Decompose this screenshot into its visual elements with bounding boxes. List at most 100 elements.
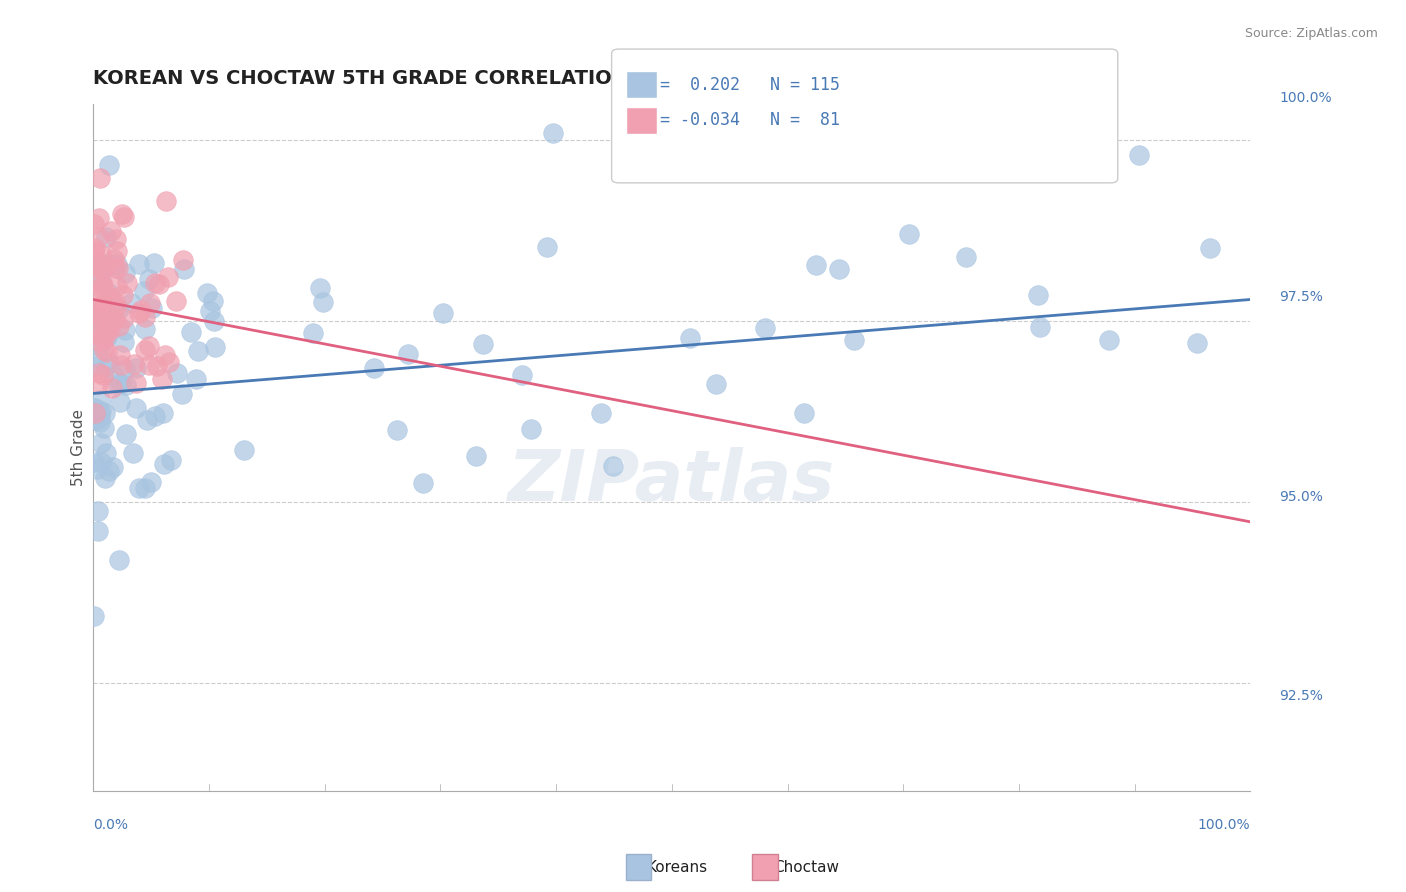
Point (512, 368, 534, 382)
Point (83, 609, 105, 624)
Text: R =  0.202   N = 115: R = 0.202 N = 115 (640, 76, 839, 94)
Point (86, 257, 108, 271)
Point (98, 323, 121, 337)
Text: Choctaw: Choctaw (773, 860, 839, 874)
Point (898, 227, 921, 242)
Point (1198, 241, 1220, 255)
Point (83, 244, 105, 258)
Point (112, 310, 135, 325)
Point (89, 171, 111, 186)
Point (134, 343, 156, 357)
Point (520, 422, 543, 436)
Text: 0.0%: 0.0% (93, 818, 128, 832)
Point (146, 359, 169, 374)
Point (804, 258, 827, 272)
Point (1128, 148, 1150, 162)
Point (143, 409, 166, 423)
Point (84, 308, 107, 322)
Point (754, 321, 776, 335)
Point (110, 358, 132, 372)
Text: Koreans: Koreans (647, 860, 707, 874)
Point (105, 232, 128, 246)
Point (464, 449, 486, 463)
Point (186, 372, 208, 386)
Point (138, 339, 160, 353)
Point (396, 347, 419, 361)
Point (202, 293, 225, 308)
Text: ZIPatlas: ZIPatlas (508, 448, 835, 516)
Point (90, 455, 112, 469)
Text: KOREAN VS CHOCTAW 5TH GRADE CORRELATION CHART: KOREAN VS CHOCTAW 5TH GRADE CORRELATION … (93, 69, 709, 87)
Text: 92.5%: 92.5% (1279, 690, 1323, 704)
Point (86, 461, 108, 475)
Point (112, 335, 135, 350)
Point (112, 287, 135, 301)
Point (105, 279, 128, 293)
Point (108, 319, 131, 334)
Point (107, 260, 129, 275)
Point (134, 310, 156, 324)
Point (96, 344, 118, 359)
Point (84, 301, 107, 315)
Point (94, 445, 117, 459)
Point (93, 332, 115, 346)
Point (86, 230, 108, 244)
Point (143, 256, 166, 270)
Point (125, 360, 148, 375)
Text: 100.0%: 100.0% (1279, 91, 1331, 105)
Point (93, 260, 115, 275)
Point (83, 326, 105, 341)
Point (541, 126, 564, 140)
Point (152, 406, 174, 420)
Point (98, 356, 121, 370)
Point (138, 358, 160, 372)
Text: Source: ZipAtlas.com: Source: ZipAtlas.com (1244, 27, 1378, 40)
Text: 100.0%: 100.0% (1198, 818, 1250, 832)
Point (105, 299, 128, 313)
Point (93, 297, 115, 311)
Point (111, 207, 134, 221)
Point (93, 407, 115, 421)
Point (104, 295, 127, 310)
Point (143, 276, 166, 290)
Point (536, 240, 558, 254)
Point (87, 377, 110, 392)
Point (89, 276, 111, 290)
Point (86, 312, 108, 326)
Point (84, 350, 107, 364)
Point (155, 194, 177, 209)
Point (602, 458, 624, 473)
Point (412, 476, 434, 491)
Point (90, 247, 112, 261)
Point (134, 322, 156, 336)
Point (87, 406, 110, 420)
Point (104, 312, 127, 326)
Point (101, 459, 124, 474)
Point (93, 333, 115, 347)
Point (90, 273, 112, 287)
Text: 95.0%: 95.0% (1279, 490, 1323, 504)
Point (110, 376, 132, 391)
Y-axis label: 5th Grade: 5th Grade (72, 409, 86, 486)
Point (96, 290, 118, 304)
Point (134, 285, 156, 299)
Point (87, 524, 110, 538)
Point (83, 250, 105, 264)
Point (135, 413, 157, 427)
Point (312, 295, 335, 310)
Point (94, 359, 117, 374)
Point (114, 361, 136, 376)
Point (98, 290, 121, 304)
Point (200, 304, 222, 318)
Point (195, 285, 218, 300)
Point (110, 395, 132, 409)
Point (828, 261, 851, 276)
Point (87, 504, 110, 518)
Point (170, 386, 193, 401)
Point (134, 482, 156, 496)
Point (129, 303, 152, 318)
Point (172, 253, 194, 268)
Point (114, 266, 136, 280)
Point (153, 458, 176, 472)
Point (83, 455, 105, 469)
